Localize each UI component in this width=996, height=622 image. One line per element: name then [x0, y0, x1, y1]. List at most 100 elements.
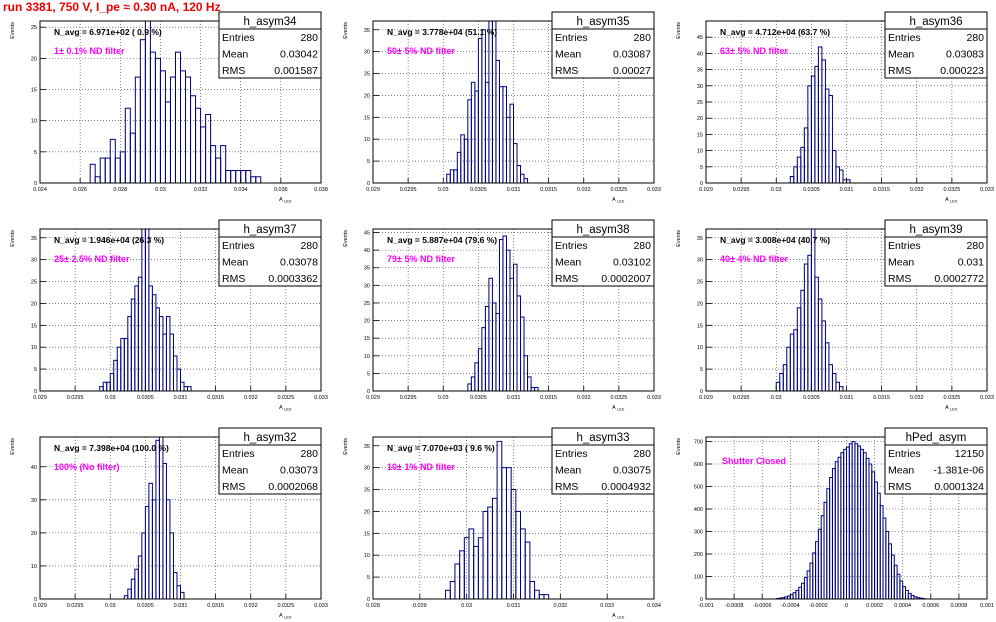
x-tick-label: 0.033	[980, 395, 994, 401]
x-tick-label: -0.0002	[809, 603, 828, 609]
y-tick-label: 20	[697, 301, 703, 307]
x-tick-label: 0.033	[647, 395, 661, 401]
histogram-bin	[137, 555, 143, 600]
y-tick-label: 30	[364, 50, 370, 56]
histogram-bin	[151, 294, 157, 392]
y-axis-title: Events	[676, 22, 682, 39]
x-tick-label: 0.032	[244, 603, 258, 609]
y-tick-label: 30	[364, 466, 370, 472]
histogram-bin	[779, 372, 784, 392]
x-axis-title-subscript: LED	[617, 408, 625, 412]
histogram-bin	[543, 594, 550, 600]
histogram-bin	[782, 364, 788, 392]
y-tick-label: 20	[697, 116, 703, 122]
y-tick-label: 25	[364, 488, 370, 494]
y-tick-label: 25	[364, 72, 370, 78]
x-tick-label: 0.0004	[894, 603, 911, 609]
histogram-bin	[516, 295, 522, 392]
x-tick-label: 0.0315	[207, 603, 224, 609]
y-tick-label: 10	[31, 119, 37, 125]
x-tick-label: 0.029	[33, 395, 47, 401]
histogram-bin	[473, 545, 479, 600]
y-tick-label: 30	[31, 498, 37, 504]
y-tick-label: 100	[694, 575, 703, 581]
stats-entries-value: 280	[633, 240, 651, 252]
stats-rms-label: RMS	[555, 65, 578, 77]
stats-rms-label: RMS	[222, 273, 245, 285]
n-avg-label: N_avg = 1.946e+04 (26.3 %)	[54, 235, 164, 245]
histogram-bin	[523, 178, 529, 184]
histogram-bin	[174, 51, 182, 184]
stats-rms-value: 0.001587	[274, 65, 318, 77]
stats-entries-label: Entries	[222, 240, 255, 252]
histogram-bin	[116, 346, 122, 392]
histogram-bin	[821, 59, 826, 184]
histogram-bin	[477, 537, 484, 600]
histogram-bin	[114, 157, 121, 184]
histogram-plot: 0.029 0.0295 0.03 0.0305 0.031 0.0315 0.032 0.0…	[10, 427, 328, 620]
x-tick-label: 0.026	[73, 187, 87, 193]
histogram-bin	[446, 173, 451, 184]
histogram-bin	[245, 170, 252, 184]
histogram-bin	[127, 588, 132, 600]
y-tick-label: 10	[31, 564, 37, 570]
x-tick-label: 0.0295	[733, 187, 750, 193]
stats-mean-value: -1.381e-06	[933, 465, 984, 477]
histogram-bin	[137, 276, 143, 392]
x-tick-label: 0.034	[647, 603, 661, 609]
histogram-bin	[529, 580, 536, 600]
y-tick-label: 30	[697, 258, 703, 264]
histogram-bin	[169, 76, 176, 184]
x-tick-label: 0.031	[174, 603, 188, 609]
histogram-bin	[104, 157, 111, 184]
stats-title: h_asym39	[909, 224, 962, 236]
y-tick-label: 700	[694, 440, 703, 446]
stats-mean-value: 0.03087	[613, 49, 651, 61]
y-axis-title: Events	[10, 438, 16, 455]
stats-mean-value: 0.031	[958, 257, 984, 269]
histogram-bin	[516, 164, 522, 184]
stats-mean-label: Mean	[222, 49, 248, 61]
y-tick-label: 15	[697, 323, 703, 329]
histogram-bin	[467, 99, 472, 184]
x-tick-label: 0.0295	[67, 395, 84, 401]
histogram-bin	[99, 386, 104, 392]
n-avg-label: N_avg = 7.398e+04 (100.0 %)	[54, 443, 169, 453]
y-tick-label: 10	[364, 354, 370, 360]
histogram-bin	[139, 39, 146, 184]
stats-mean-label: Mean	[888, 257, 914, 269]
stats-entries-value: 280	[633, 448, 651, 460]
histogram-bin	[456, 151, 462, 184]
panel-h-asym32: 0.029 0.0295 0.03 0.0305 0.031 0.0315 0.032 0.0…	[0, 427, 330, 620]
y-tick-label: 5	[34, 150, 37, 156]
x-tick-label: 0.0325	[277, 603, 294, 609]
histogram-bin	[165, 499, 171, 600]
y-tick-label: 25	[697, 100, 703, 106]
x-tick-label: 0.0305	[137, 395, 154, 401]
x-tick-label: 0.028	[113, 187, 127, 193]
histogram-bin	[814, 65, 819, 184]
panel-h-asym36: 0.029 0.0295 0.03 0.0305 0.031 0.0315 0.032 0.0…	[666, 11, 996, 204]
y-tick-label: 0	[367, 597, 370, 603]
stats-entries-label: Entries	[222, 448, 255, 460]
histogram-bin	[158, 436, 164, 600]
y-tick-label: 25	[31, 25, 37, 31]
filter-label: 1± 0.1% ND filter	[54, 46, 125, 56]
x-axis-title-subscript: LED	[284, 408, 292, 412]
y-tick-label: 200	[694, 552, 703, 558]
x-tick-label: 0.0305	[137, 603, 154, 609]
x-axis-title: A	[279, 613, 283, 619]
histogram-bin	[505, 116, 511, 184]
stats-mean-label: Mean	[888, 465, 914, 477]
x-tick-label: 0.033	[980, 187, 994, 193]
stats-box	[218, 11, 322, 79]
histogram-bin	[530, 386, 536, 392]
histogram-bin	[155, 307, 160, 392]
histogram-bin	[520, 173, 525, 184]
y-tick-label: 10	[697, 149, 703, 155]
histogram-bin	[498, 239, 504, 392]
y-tick-label: 30	[364, 283, 370, 289]
histogram-bin	[468, 528, 475, 600]
x-tick-label: 0.029	[33, 603, 47, 609]
x-tick-label: 0.029	[366, 187, 380, 193]
